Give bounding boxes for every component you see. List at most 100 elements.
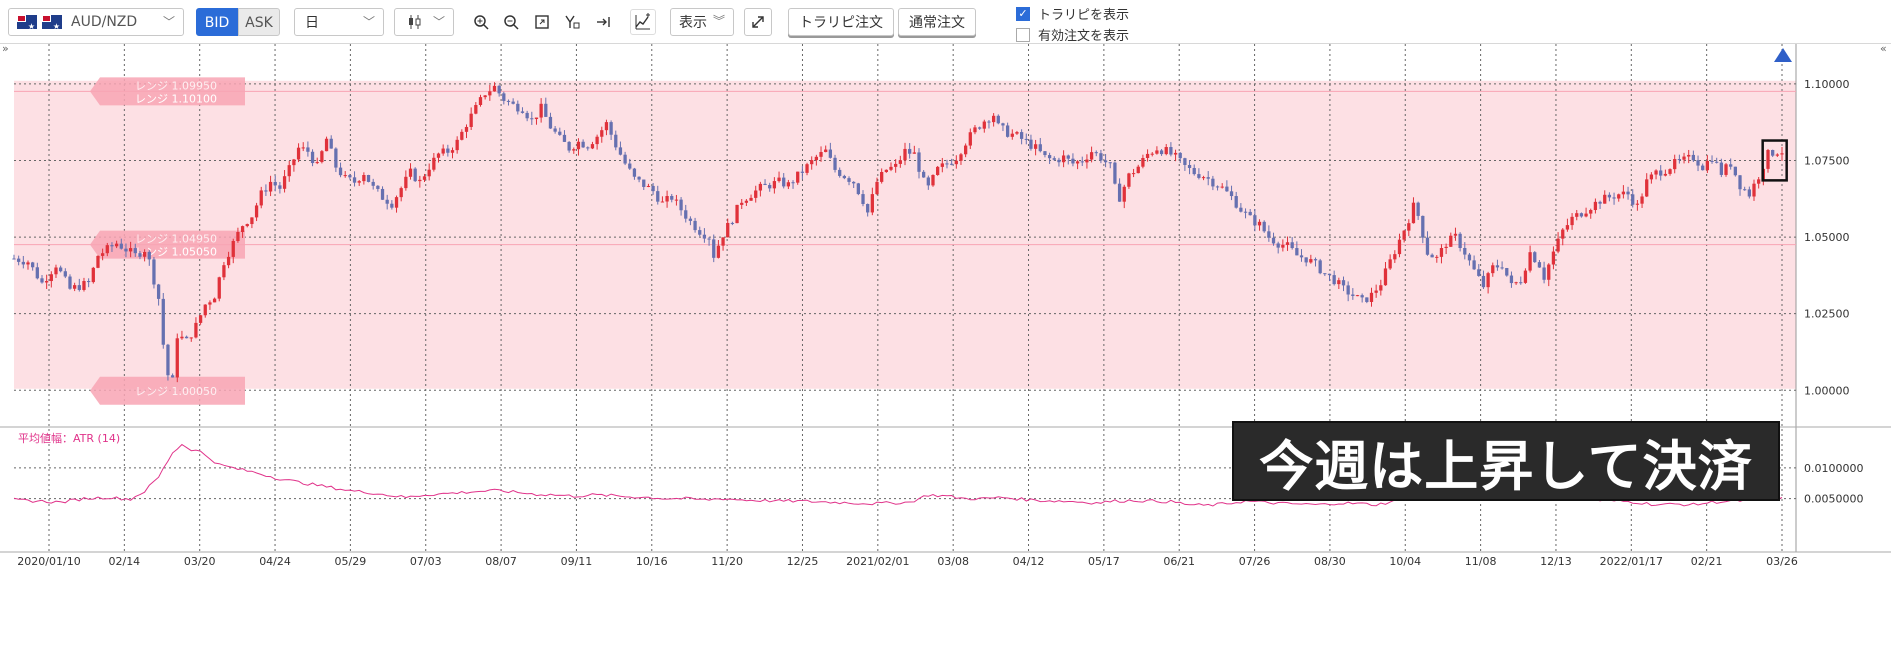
candle-body	[800, 171, 805, 173]
zoom-out-icon[interactable]	[498, 9, 524, 35]
candle-body	[460, 131, 464, 140]
candle-body	[1355, 295, 1360, 297]
candle	[912, 145, 916, 154]
candle	[707, 236, 711, 246]
candle	[1019, 129, 1024, 145]
candle-body	[716, 245, 721, 258]
candle-body	[1113, 162, 1117, 184]
candle	[1617, 193, 1621, 202]
candle	[474, 102, 478, 115]
expand-icon[interactable]	[744, 8, 772, 36]
candle-body	[1612, 197, 1616, 199]
candle	[1327, 273, 1332, 282]
candle-body	[1155, 150, 1159, 154]
candle	[1743, 186, 1747, 191]
candle	[1771, 149, 1775, 158]
candle	[1211, 175, 1215, 191]
candle-body	[278, 185, 282, 189]
show-active-orders-checkbox-row[interactable]: 有効注文を表示	[1016, 25, 1129, 44]
candle-body	[1607, 194, 1612, 198]
fit-icon[interactable]	[529, 9, 555, 35]
candle-body	[1775, 154, 1779, 156]
scroll-end-icon[interactable]	[590, 9, 616, 35]
candle	[315, 157, 319, 165]
candle	[534, 117, 539, 125]
add-indicator-icon[interactable]	[630, 9, 656, 35]
candle	[1453, 227, 1458, 241]
chart-area[interactable]: レンジ 1.09950 レンジ 1.10100 レンジ 1.04950 レンジ 1.0…	[0, 42, 1891, 667]
candle-body	[502, 93, 506, 101]
candle-body	[450, 150, 455, 153]
candle-body	[525, 112, 529, 119]
candle-body	[446, 148, 450, 153]
candle	[268, 175, 273, 197]
candle	[184, 335, 189, 339]
candle-body	[352, 177, 357, 183]
candle	[1010, 129, 1014, 140]
candle	[539, 98, 543, 123]
candle-body	[1752, 183, 1756, 197]
candle	[1388, 254, 1392, 270]
candle-body	[1626, 191, 1630, 195]
candle-body	[1131, 173, 1136, 175]
right-panel-toggle-icon[interactable]: «	[1880, 42, 1887, 55]
annotation-banner: 今週は上昇して決済	[1232, 421, 1780, 501]
candle-body	[110, 245, 114, 247]
candle	[1416, 201, 1420, 220]
candle-body	[1211, 178, 1215, 187]
candle-body	[301, 147, 305, 149]
candle	[1029, 134, 1033, 151]
candle-body	[1197, 174, 1201, 178]
candle-body	[1262, 221, 1266, 232]
candle	[1766, 148, 1770, 173]
range-label-text: レンジ 1.10100	[135, 92, 217, 105]
candle	[772, 177, 777, 194]
normal-order-button[interactable]: 通常注文	[898, 8, 976, 36]
candle-body	[296, 147, 301, 160]
candle-body	[1724, 164, 1728, 175]
candle	[1780, 146, 1784, 161]
chevron-double-down-icon: ︾	[712, 14, 725, 28]
period-label: 日	[305, 15, 319, 31]
candle-body	[86, 281, 91, 283]
show-trap-checkbox-row[interactable]: ✓ トラリピを表示	[1016, 4, 1129, 23]
zoom-in-icon[interactable]	[468, 9, 494, 35]
checkbox-icon[interactable]	[1016, 27, 1030, 42]
candle	[726, 218, 730, 238]
bid-button[interactable]: BID	[196, 8, 238, 36]
candle	[1080, 156, 1084, 166]
candle	[814, 154, 819, 166]
candle-body	[1033, 144, 1038, 149]
candle	[1710, 155, 1714, 164]
candle-body	[679, 199, 683, 211]
candle	[1677, 154, 1682, 164]
candle-body	[1071, 158, 1075, 164]
period-select[interactable]: 日 ﹀	[294, 8, 384, 36]
time-tick-label: 07/03	[410, 555, 442, 568]
candle	[1369, 287, 1374, 307]
candle	[343, 171, 347, 178]
trap-order-button[interactable]: トラリピ注文	[788, 8, 894, 36]
candle	[301, 142, 305, 152]
chart-type-select[interactable]: ﹀	[394, 8, 454, 36]
candle	[278, 181, 282, 194]
time-tick-label: 04/12	[1013, 555, 1045, 568]
candle	[749, 194, 753, 201]
candle	[1015, 130, 1019, 135]
candle-body	[735, 204, 739, 224]
crosshair-icon[interactable]	[559, 9, 585, 35]
candle-body	[903, 148, 907, 161]
candle	[1421, 215, 1425, 244]
symbol-select[interactable]: AUD/NZD ﹀	[8, 8, 184, 36]
candle	[614, 130, 618, 151]
left-panel-toggle-icon[interactable]: »	[2, 42, 9, 55]
candle-body	[1337, 280, 1341, 285]
candle	[12, 254, 16, 260]
triangle-marker-icon	[1774, 48, 1792, 62]
ask-button[interactable]: ASK	[238, 8, 280, 36]
checkbox-icon[interactable]: ✓	[1016, 6, 1030, 21]
candle	[530, 111, 534, 125]
candle-body	[21, 261, 25, 265]
display-menu-button[interactable]: 表示 ︾	[670, 8, 734, 36]
